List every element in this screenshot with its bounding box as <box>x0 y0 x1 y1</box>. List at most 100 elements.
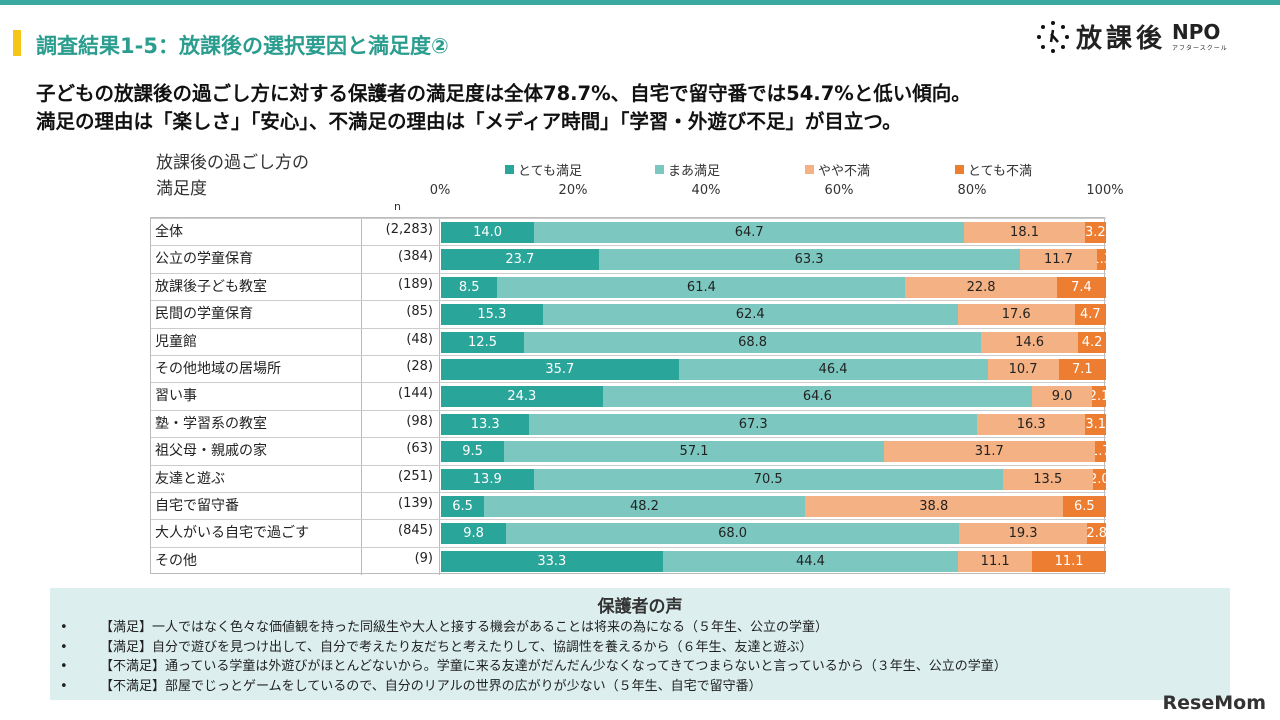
voices-list: 【満足】一人ではなく色々な価値観を持った同級生や大人と接する機会があることは将来… <box>60 618 1007 696</box>
bar-segment-2: 57.1 <box>504 441 884 463</box>
bar-segment-4: 2.0 <box>1092 468 1106 490</box>
bar-segment-3: 11.7 <box>1019 249 1098 271</box>
bar-segment-1: 23.7 <box>441 249 599 271</box>
bar-segment-1: 35.7 <box>441 359 679 380</box>
n-label: n <box>394 200 401 213</box>
row-n: (85) <box>406 304 433 320</box>
legend-swatch <box>805 165 814 174</box>
bar-segment-3: 19.3 <box>958 523 1088 545</box>
row-n: (2,283) <box>385 222 433 237</box>
bar-segment-2: 61.4 <box>497 276 906 298</box>
table-row: 大人がいる自宅で過ごす (845) 9.8 68.0 19.3 2.8 <box>151 519 1106 546</box>
legend-swatch <box>955 165 964 174</box>
row-label: 友達と遊ぶ <box>155 470 225 487</box>
row-n: (98) <box>406 413 433 429</box>
bar-segment-4: 2.8 <box>1087 523 1106 545</box>
bar-segment-1: 14.0 <box>441 222 535 243</box>
x-tick-label: 60% <box>824 183 854 198</box>
bar-segment-4: 3.2 <box>1084 222 1106 243</box>
bar-segment-1: 9.8 <box>441 523 507 545</box>
bar-segment-2: 62.4 <box>542 304 958 326</box>
bar-segment-1: 13.3 <box>441 413 530 435</box>
chart-legend: とても満足 まあ満足 やや不満 とても不満 <box>505 160 1105 179</box>
bar-segment-3: 16.3 <box>976 413 1086 435</box>
bar-segment-1: 6.5 <box>441 496 485 517</box>
bar-segment-2: 64.7 <box>534 222 965 243</box>
row-label: 祖父母・親戚の家 <box>155 443 267 460</box>
x-tick-label: 20% <box>558 183 588 198</box>
row-n: (28) <box>406 359 433 374</box>
x-tick-label: 0% <box>429 183 451 198</box>
bar-segment-3: 11.1 <box>958 550 1033 572</box>
table-row: 公立の学童保育 (384) 23.763.311.71.3 <box>151 245 1106 272</box>
row-label: 習い事 <box>155 388 197 405</box>
table-divider <box>361 218 362 575</box>
row-label: 自宅で留守番 <box>155 498 239 514</box>
bar-segment-4: 7.4 <box>1056 276 1106 298</box>
bar-segment-2: 68.0 <box>506 523 959 545</box>
bar-segment-1: 15.3 <box>441 304 543 326</box>
table-row: 塾・学習系の教室 (98) 13.3 67.3 16.3 3.1 <box>151 409 1106 437</box>
legend-label: やや不満 <box>818 164 871 179</box>
logo-text: 放課後 <box>1076 24 1167 54</box>
legend-item: やや不満 <box>805 160 955 179</box>
title-marker <box>13 30 21 56</box>
chart-title: 放課後の過ごし方の 満足度 <box>156 153 309 199</box>
logo-npo: NPO アフタースクール <box>1172 19 1228 52</box>
bar-segment-2: 70.5 <box>533 468 1003 490</box>
row-n: (48) <box>406 331 433 347</box>
voice-item: 【満足】一人ではなく色々な価値観を持った同級生や大人と接する機会があることは将来… <box>60 618 1007 638</box>
row-label: 公立の学童保育 <box>155 251 253 268</box>
bar-segment-3: 18.1 <box>964 222 1085 243</box>
bar-segment-3: 9.0 <box>1032 386 1093 408</box>
legend-swatch <box>655 165 664 174</box>
table-row: 民間の学童保育 (85) 15.3 62.4 17.6 4.7 <box>151 300 1106 327</box>
bar-segment-4: 6.5 <box>1062 496 1106 517</box>
bar-segment-2: 46.4 <box>678 359 988 380</box>
table-row: 全体 (2,283) 14.0 64.7 18.1 3.2 <box>151 218 1106 245</box>
bar-segment-1: 33.3 <box>441 550 663 572</box>
legend-label: とても満足 <box>518 164 582 179</box>
lead-text: 子どもの放課後の過ごし方に対する保護者の満足度は全体78.7%、自宅で留守番では… <box>36 80 971 136</box>
parent-voices-panel: 保護者の声 【満足】一人ではなく色々な価値観を持った同級生や大人と接する機会があ… <box>50 588 1230 700</box>
bar-segment-3: 14.6 <box>981 331 1079 353</box>
page-title: 調査結果1-5：放課後の選択要因と満足度② <box>36 34 449 58</box>
voices-title: 保護者の声 <box>597 597 683 617</box>
row-n: (251) <box>398 468 433 484</box>
row-n: (139) <box>398 496 433 511</box>
x-tick-label: 100% <box>1086 183 1124 198</box>
row-label: 児童館 <box>155 333 197 350</box>
bar-segment-4: 2.1 <box>1092 386 1106 408</box>
table-row: 祖父母・親戚の家 (63) 9.557.131.71.7 <box>151 437 1106 464</box>
bar-segment-4: 1.3 <box>1097 249 1106 271</box>
x-tick-label: 80% <box>957 183 987 198</box>
bar-segment-4: 11.1 <box>1032 550 1106 572</box>
bar-segment-4: 4.2 <box>1078 331 1106 353</box>
voice-item: 【不満足】通っている学童は外遊びがほとんどないから。学童に来る友達がだんだん少な… <box>60 657 1007 677</box>
row-label: 大人がいる自宅で過ごす <box>155 525 310 542</box>
bar-segment-3: 22.8 <box>905 276 1057 298</box>
row-label: その他 <box>155 552 197 569</box>
row-label: 全体 <box>155 224 183 240</box>
bar-segment-3: 17.6 <box>957 304 1075 326</box>
voice-item: 【不満足】部屋でじっとゲームをしているので、自分のリアルの世界の広がりが少ない（… <box>60 677 1007 697</box>
table-row: 友達と遊ぶ (251) 13.9 70.5 13.5 2.0 <box>151 464 1106 492</box>
table-row: 自宅で留守番 (139) 6.5 48.2 38.8 6.5 <box>151 492 1106 519</box>
bar-segment-3: 13.5 <box>1002 468 1093 490</box>
row-n: (9) <box>414 550 433 566</box>
bar-segment-2: 64.6 <box>602 386 1033 408</box>
table-row: 児童館 (48) 12.5 68.8 14.6 4.2 <box>151 327 1106 355</box>
lead-line: 満足の理由は「楽しさ」「安心」、不満足の理由は「メディア時間」「学習・外遊び不足… <box>36 110 902 133</box>
legend-label: まあ満足 <box>668 164 721 179</box>
legend-item: とても不満 <box>955 160 1105 179</box>
table-row: 習い事 (144) 24.3 64.6 9.0 2.1 <box>151 382 1106 409</box>
bar-segment-4: 7.1 <box>1058 359 1106 380</box>
row-n: (63) <box>406 441 433 457</box>
bar-segment-1: 24.3 <box>441 386 603 408</box>
bar-segment-3: 10.7 <box>987 359 1059 380</box>
voice-item: 【満足】自分で遊びを見つけ出して、自分で考えたり友だちと考えたりして、協調性を養… <box>60 638 1007 658</box>
logo: 放課後 NPO アフタースクール <box>1036 18 1228 55</box>
bar-segment-2: 67.3 <box>529 413 977 435</box>
table-row: 放課後子ども教室 (189) 8.5 61.4 22.8 7.4 <box>151 272 1106 300</box>
top-accent-bar <box>0 0 1280 5</box>
